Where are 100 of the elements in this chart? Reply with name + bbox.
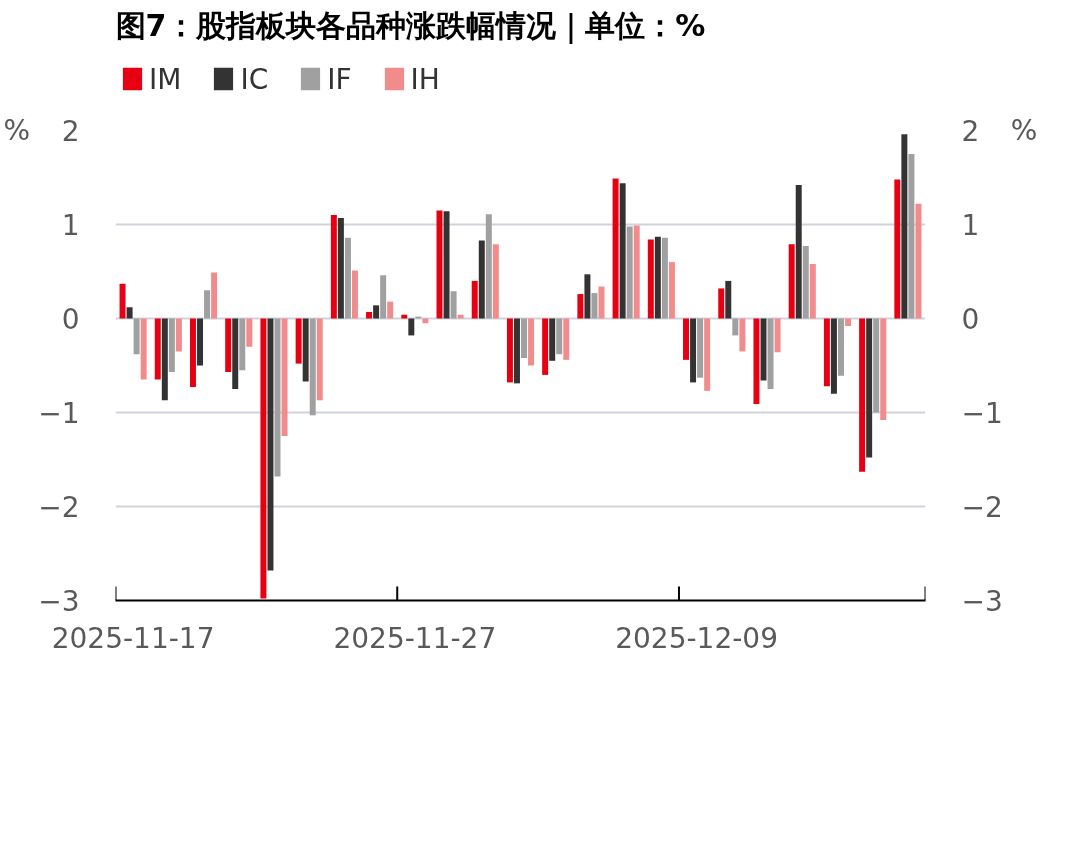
bar	[837, 318, 844, 376]
y-tick-label: 1	[61, 209, 80, 242]
y-axis-title: %	[3, 114, 31, 147]
bar	[133, 318, 140, 355]
bar	[809, 263, 816, 319]
bar	[492, 244, 499, 319]
legend-label: IH	[410, 62, 440, 95]
bar	[647, 239, 654, 319]
x-tick-label: 2025-12-09	[615, 621, 778, 655]
legend-label: IC	[240, 62, 269, 95]
bar	[506, 318, 513, 383]
y2-tick-label: 1	[961, 209, 980, 242]
bar	[366, 311, 373, 319]
bar	[119, 283, 126, 319]
bar	[387, 301, 394, 319]
bar	[901, 134, 908, 319]
bar	[344, 237, 351, 319]
bar	[584, 274, 591, 319]
bar	[732, 318, 739, 336]
y-tick-label: 0	[61, 303, 80, 336]
bar	[471, 280, 478, 319]
bar	[619, 183, 626, 319]
bar	[513, 318, 520, 384]
y-tick-label: −3	[38, 585, 80, 618]
bar	[690, 318, 697, 383]
bar	[443, 211, 450, 319]
bar	[189, 318, 196, 388]
bar	[788, 244, 795, 319]
bar	[260, 318, 267, 599]
bar	[542, 318, 549, 375]
y2-tick-label: 2	[961, 115, 980, 148]
bar	[661, 237, 668, 319]
bar	[246, 318, 253, 347]
bar	[830, 318, 837, 394]
y2-tick-label: −3	[961, 585, 1003, 618]
bar	[767, 318, 774, 389]
bar	[351, 270, 358, 319]
bar	[908, 154, 915, 319]
y2-tick-label: 0	[961, 303, 980, 336]
bar	[168, 318, 175, 373]
bar	[753, 318, 760, 405]
bar	[654, 236, 661, 319]
bar	[704, 318, 711, 391]
bar	[683, 318, 690, 360]
bar	[823, 318, 830, 387]
y-tick-label: 2	[61, 115, 80, 148]
bar	[485, 214, 492, 319]
bar	[563, 318, 570, 360]
bar	[859, 318, 866, 472]
bar	[408, 318, 415, 336]
bar	[549, 318, 556, 361]
bar	[380, 275, 387, 319]
bar	[577, 294, 584, 319]
chart-title: 图7：股指板块各品种涨跌幅情况｜单位：%	[115, 7, 706, 45]
bar	[450, 291, 457, 319]
bar	[626, 226, 633, 319]
bar	[718, 288, 725, 319]
bar	[126, 307, 133, 319]
bar	[373, 305, 380, 319]
bar	[802, 246, 809, 319]
bar	[154, 318, 161, 380]
bar	[295, 318, 302, 364]
x-tick-label: 2025-11-17	[51, 621, 215, 655]
bar	[697, 318, 704, 378]
bar	[204, 290, 211, 319]
bar	[401, 314, 408, 319]
bar	[521, 318, 528, 358]
x-tick-label: 2025-11-27	[333, 621, 497, 655]
bar	[528, 318, 535, 366]
bar	[478, 240, 485, 319]
bar	[795, 185, 802, 319]
bar	[457, 314, 464, 319]
bar	[175, 318, 182, 352]
bar	[232, 318, 239, 389]
y2-axis-title: %	[1010, 114, 1038, 147]
bar	[267, 318, 274, 571]
bar	[591, 293, 598, 319]
y-tick-label: −2	[38, 491, 80, 524]
bar	[140, 318, 147, 380]
bar	[612, 178, 619, 319]
bar	[211, 272, 218, 319]
bar	[302, 318, 309, 382]
bar	[316, 318, 323, 401]
bar	[225, 318, 232, 373]
bar	[633, 225, 640, 319]
bar	[668, 262, 675, 319]
bar	[873, 318, 880, 413]
legend-label: IF	[327, 62, 352, 95]
bar	[915, 203, 922, 319]
bar	[197, 318, 204, 366]
bar	[239, 318, 246, 371]
y2-tick-label: −2	[961, 491, 1003, 524]
bar	[330, 215, 337, 319]
y2-tick-label: −1	[961, 397, 1003, 430]
bar	[556, 318, 563, 355]
bar	[739, 318, 746, 352]
y-tick-label: −1	[38, 397, 80, 430]
legend-label: IM	[149, 62, 182, 95]
bar	[725, 280, 732, 319]
bar	[866, 318, 873, 458]
